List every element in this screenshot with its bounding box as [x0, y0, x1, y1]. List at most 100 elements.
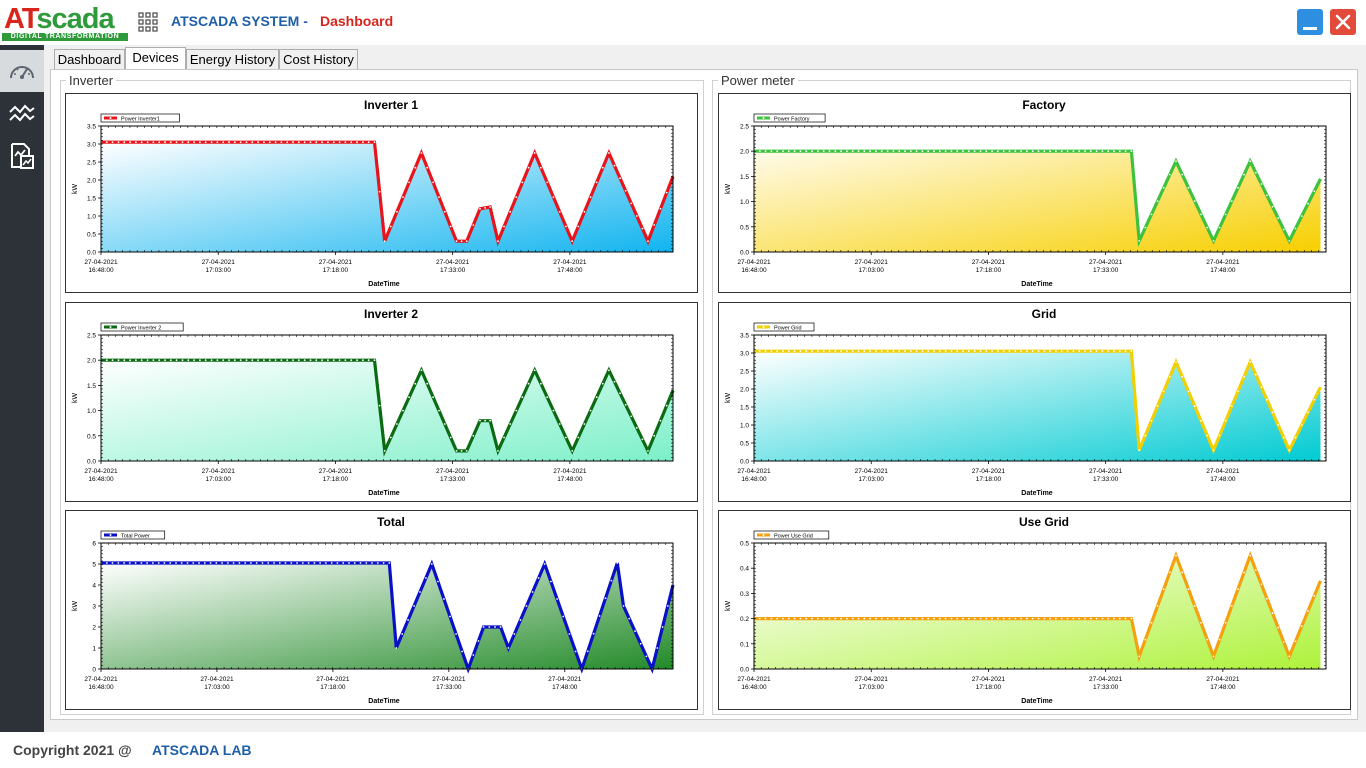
x-tick-time: 17:18:00 [976, 476, 1002, 483]
data-point [817, 150, 819, 153]
data-point [589, 409, 592, 412]
data-point [1187, 390, 1190, 393]
data-point [437, 580, 439, 583]
x-tick-date: 27-04-2021 [855, 468, 889, 475]
y-tick-label: 2.5 [87, 333, 96, 340]
data-point [356, 359, 358, 362]
x-tick-date: 27-04-2021 [316, 676, 350, 683]
data-point [250, 562, 252, 564]
data-point [513, 633, 516, 635]
x-axis-label: DateTime [1021, 698, 1052, 705]
data-point [770, 350, 773, 353]
data-point [297, 141, 300, 144]
power-meter-group-label: Power meter [718, 73, 798, 88]
data-point [1113, 350, 1115, 353]
data-point [1002, 150, 1005, 153]
data-point [869, 617, 871, 620]
data-point [875, 350, 877, 353]
data-point [129, 359, 131, 362]
data-point [817, 617, 819, 620]
series-area [754, 555, 1321, 669]
data-point [527, 382, 530, 385]
data-point [1008, 617, 1011, 620]
inverter-group: Inverter [60, 73, 704, 715]
data-point [135, 141, 137, 144]
close-button[interactable] [1330, 9, 1356, 35]
data-point [1237, 390, 1239, 393]
lab-link[interactable]: ATSCADA LAB [152, 742, 252, 758]
data-point [309, 359, 312, 362]
close-icon [1335, 14, 1351, 30]
y-tick-label: 2.0 [87, 358, 96, 365]
data-point [604, 597, 607, 600]
data-point [967, 617, 970, 620]
data-point [546, 181, 549, 184]
data-point [543, 563, 546, 565]
data-point [1078, 350, 1081, 353]
data-point [146, 562, 148, 564]
data-point [503, 225, 505, 228]
sidebar-item-trend[interactable] [0, 92, 44, 134]
copyright-text: Copyright 2021 @ [13, 742, 132, 758]
x-tick-date: 27-04-2021 [84, 259, 118, 266]
tab-energy-history[interactable]: Energy History [186, 49, 279, 69]
x-tick-time: 16:48:00 [741, 476, 767, 483]
data-point [1107, 617, 1110, 620]
data-point [479, 419, 481, 422]
apps-grid-icon[interactable] [138, 12, 158, 32]
tab-dashboard[interactable]: Dashboard [54, 49, 125, 69]
data-point [1313, 190, 1316, 193]
data-point [1212, 449, 1215, 452]
minimize-button[interactable] [1297, 9, 1323, 35]
data-point [933, 350, 935, 353]
data-point [443, 598, 445, 600]
data-point [1218, 638, 1221, 641]
series-area [754, 351, 1321, 461]
data-point [552, 409, 555, 412]
data-point [659, 419, 662, 422]
data-point [1162, 390, 1165, 393]
y-tick-label: 3.5 [740, 333, 749, 340]
title-bar: ATscada DIGITAL TRANSFORMATION ATSCADA S… [0, 0, 1366, 45]
data-point [558, 423, 561, 425]
y-axis-label: kW [725, 601, 732, 612]
data-point [624, 189, 627, 192]
y-tick-label: 0.3 [740, 591, 749, 598]
data-point [430, 563, 433, 565]
sidebar-item-dashboard[interactable] [0, 50, 44, 92]
tab-devices[interactable]: Devices [125, 47, 186, 70]
y-tick-label: 1.5 [87, 196, 96, 203]
data-point [338, 359, 341, 362]
tab-cost-history[interactable]: Cost History [279, 49, 358, 69]
data-point [232, 562, 235, 564]
data-point [1218, 226, 1221, 229]
data-point [342, 562, 345, 564]
data-point [764, 617, 767, 620]
y-axis-label: kW [725, 184, 732, 195]
data-point [274, 141, 277, 144]
data-point [1230, 200, 1233, 202]
data-point [1066, 617, 1069, 620]
chart-title: Grid [1032, 307, 1057, 321]
x-tick-time: 17:48:00 [1210, 267, 1236, 274]
x-tick-date: 27-04-2021 [1206, 468, 1240, 475]
data-point [583, 210, 586, 213]
data-point [822, 350, 825, 353]
data-point [944, 350, 947, 353]
data-point [1249, 361, 1252, 363]
data-point [414, 382, 417, 385]
data-point [228, 141, 230, 144]
data-point [362, 141, 364, 144]
data-point [811, 617, 813, 620]
sidebar-item-report[interactable] [0, 134, 44, 176]
data-point [204, 359, 207, 362]
data-point [619, 177, 621, 180]
data-point [915, 150, 918, 153]
data-point [263, 141, 265, 144]
data-point [915, 350, 918, 353]
data-point [503, 436, 505, 439]
data-point [117, 359, 120, 362]
data-point [583, 423, 586, 425]
data-point [1168, 571, 1171, 574]
x-tick-time: 17:18:00 [320, 684, 346, 691]
